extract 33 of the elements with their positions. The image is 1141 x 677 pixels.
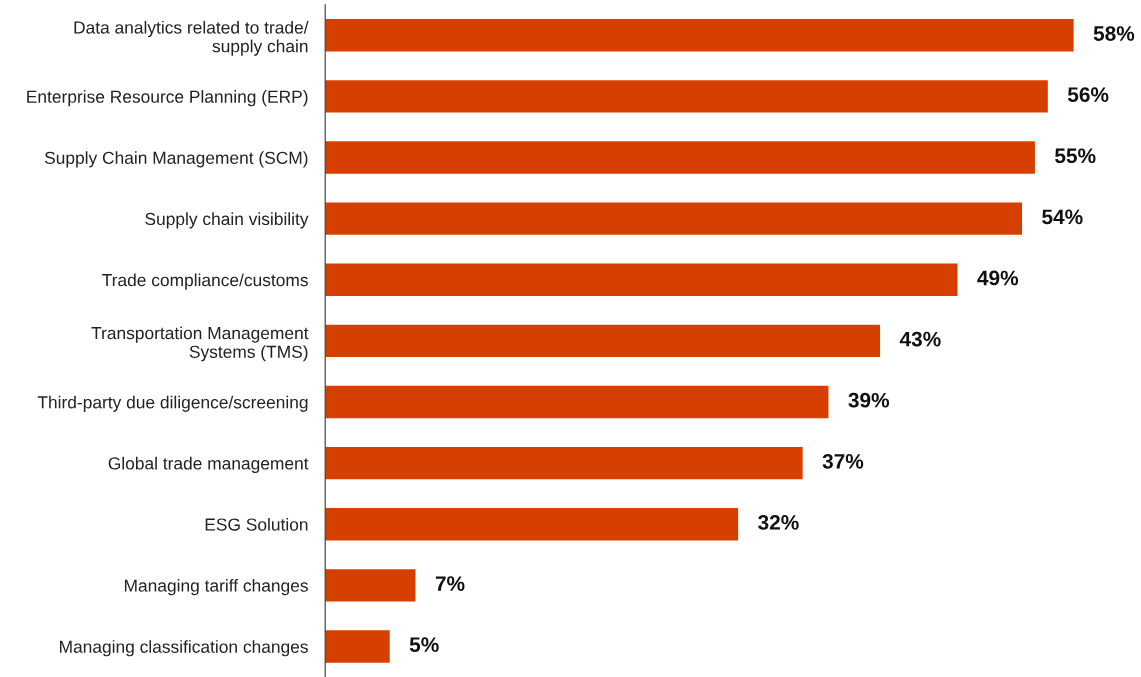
data-label: 37% xyxy=(822,453,864,469)
bar xyxy=(325,630,390,663)
data-label: 5% xyxy=(409,637,439,653)
data-label: 55% xyxy=(1055,148,1096,164)
data-label: 54% xyxy=(1042,209,1083,225)
bar xyxy=(325,446,803,480)
data-label: 43% xyxy=(899,331,941,347)
data-label: 7% xyxy=(435,576,465,591)
y-tick-label: Third-party due diligence/screening xyxy=(37,395,308,412)
y-tick-label: Managing classification changes xyxy=(60,640,308,657)
bar xyxy=(325,19,1074,52)
data-label: 32% xyxy=(758,515,799,530)
bar xyxy=(325,385,829,419)
y-tick-label: Global trade management xyxy=(108,456,309,473)
data-label: 56% xyxy=(1067,87,1109,102)
data-label: 39% xyxy=(848,392,890,408)
bar xyxy=(325,324,881,358)
y-tick-label: Supply Chain Management (SCM) xyxy=(44,151,308,168)
y-tick-label: Trade compliance/customs xyxy=(102,273,308,290)
y-tick-label: Managing tariff changes xyxy=(124,579,308,596)
bar xyxy=(325,80,1048,113)
y-tick-label: Supply chain visibility xyxy=(145,212,309,229)
y-tick-label: Data analytics related to trade/ supply chain xyxy=(74,20,309,56)
data-label: 58% xyxy=(1093,26,1135,41)
bar xyxy=(325,141,1035,174)
bar xyxy=(325,508,739,541)
data-label: 49% xyxy=(977,270,1019,286)
bar xyxy=(325,202,1023,235)
y-tick-label: Transportation Management Systems (TMS) xyxy=(91,326,309,362)
bar xyxy=(325,569,416,602)
y-tick-label: ESG Solution xyxy=(205,517,308,531)
bar xyxy=(325,263,958,296)
y-tick-label: Enterprise Resource Planning (ERP) xyxy=(27,90,308,107)
